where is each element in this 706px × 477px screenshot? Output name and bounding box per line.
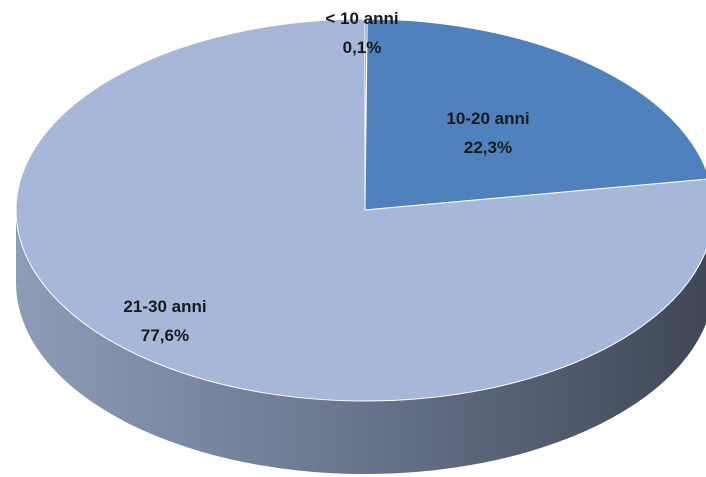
slice-label-10-20: 10-20 anni bbox=[446, 109, 529, 128]
slice-10-20 bbox=[364, 18, 706, 211]
slice-value-21-30: 77,6% bbox=[141, 326, 189, 345]
slice-label-under-10: < 10 anni bbox=[325, 9, 398, 28]
slice-value-10-20: 22,3% bbox=[464, 138, 512, 157]
pie-side-wall bbox=[16, 210, 706, 474]
slice-label-21-30: 21-30 anni bbox=[123, 297, 206, 316]
slice-value-under-10: 0,1% bbox=[343, 38, 382, 57]
slice-21-30 bbox=[15, 18, 706, 402]
pie-slices bbox=[15, 18, 706, 402]
